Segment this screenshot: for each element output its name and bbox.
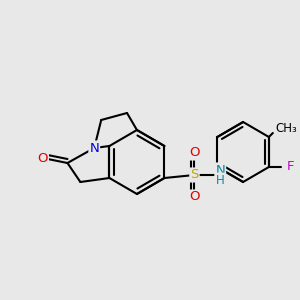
Text: N: N (215, 164, 225, 176)
Text: S: S (190, 169, 199, 182)
Text: CH₃: CH₃ (276, 122, 298, 136)
Text: O: O (38, 152, 48, 164)
Text: O: O (189, 146, 200, 160)
Text: F: F (287, 160, 295, 173)
Text: O: O (189, 190, 200, 203)
Text: H: H (216, 173, 225, 187)
Text: N: N (89, 142, 99, 154)
